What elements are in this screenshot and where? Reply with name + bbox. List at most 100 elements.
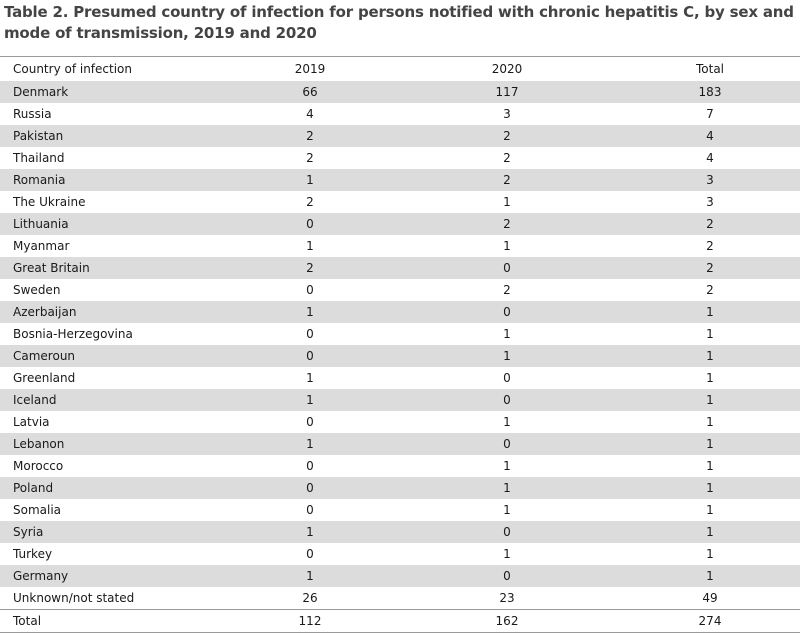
value-2020-cell: 0 (503, 371, 511, 385)
total-cell: 1 (706, 371, 714, 385)
value-2020-cell: 0 (503, 393, 511, 407)
country-cell: Myanmar (13, 239, 70, 253)
value-2020-cell: 1 (503, 503, 511, 517)
country-cell: Greenland (13, 371, 76, 385)
hepatitis-c-table: Country of infection 2019 2020 Total Den… (0, 56, 800, 633)
column-header-2020: 2020 (491, 62, 523, 76)
value-2019-cell: 0 (306, 481, 314, 495)
column-header-country: Country of infection (13, 62, 132, 76)
value-2019-cell: 2 (306, 129, 314, 143)
column-header-total: Total (695, 62, 725, 76)
value-2020-cell: 0 (503, 305, 511, 319)
table-row: Syria 1 0 1 (0, 521, 800, 543)
total-row: Total 112 162 274 (0, 609, 800, 633)
value-2020-cell: 2 (503, 283, 511, 297)
country-cell: Sweden (13, 283, 61, 297)
value-2019-cell: 1 (306, 393, 314, 407)
value-2020-cell: 2 (503, 173, 511, 187)
country-cell: Lithuania (13, 217, 69, 231)
value-2019-cell: 0 (306, 217, 314, 231)
value-2019-cell: 1 (306, 173, 314, 187)
total-cell: 1 (706, 349, 714, 363)
country-cell: Denmark (13, 85, 69, 99)
total-cell: 1 (706, 305, 714, 319)
value-2020-cell: 3 (503, 107, 511, 121)
table-row: Iceland 1 0 1 (0, 389, 800, 411)
value-2019-cell: 0 (306, 415, 314, 429)
total-cell: 1 (706, 437, 714, 451)
value-2020-cell: 117 (495, 85, 519, 99)
country-cell: Poland (13, 481, 54, 495)
value-2020-cell: 1 (503, 349, 511, 363)
value-2019-cell: 4 (306, 107, 314, 121)
table-row: Poland 0 1 1 (0, 477, 800, 499)
table-row: The Ukraine 2 1 3 (0, 191, 800, 213)
total-cell: 7 (706, 107, 714, 121)
country-cell: Thailand (13, 151, 65, 165)
country-cell: Unknown/not stated (13, 591, 135, 605)
total-cell: 4 (706, 151, 714, 165)
table-footer: Total 112 162 274 (0, 609, 800, 633)
table-row: Germany 1 0 1 (0, 565, 800, 587)
value-2020-cell: 1 (503, 415, 511, 429)
total-row-label: Total (13, 614, 42, 628)
table-row: Morocco 0 1 1 (0, 455, 800, 477)
table-row: Great Britain 2 0 2 (0, 257, 800, 279)
total-cell: 3 (706, 195, 714, 209)
value-2020-cell: 0 (503, 437, 511, 451)
country-cell: The Ukraine (13, 195, 86, 209)
table-title: Table 2. Presumed country of infection f… (4, 3, 794, 42)
country-cell: Romania (13, 173, 66, 187)
country-cell: Somalia (13, 503, 62, 517)
table-row: Lithuania 0 2 2 (0, 213, 800, 235)
column-header-2019: 2019 (294, 62, 326, 76)
table-row: Russia 4 3 7 (0, 103, 800, 125)
table-row: Pakistan 2 2 4 (0, 125, 800, 147)
country-cell: Cameroun (13, 349, 76, 363)
total-cell: 1 (706, 547, 714, 561)
total-cell: 1 (706, 459, 714, 473)
value-2019-cell: 0 (306, 283, 314, 297)
value-2020-cell: 0 (503, 569, 511, 583)
value-2019-cell: 0 (306, 327, 314, 341)
value-2020-cell: 0 (503, 261, 511, 275)
total-cell: 2 (706, 217, 714, 231)
total-cell: 3 (706, 173, 714, 187)
total-cell: 1 (706, 503, 714, 517)
value-2020-cell: 1 (503, 481, 511, 495)
total-cell: 2 (706, 283, 714, 297)
value-2020-cell: 1 (503, 327, 511, 341)
value-2020-cell: 1 (503, 547, 511, 561)
table-row: Greenland 1 0 1 (0, 367, 800, 389)
total-cell: 1 (706, 393, 714, 407)
total-cell: 1 (706, 481, 714, 495)
value-2019-cell: 66 (302, 85, 318, 99)
value-2019-cell: 0 (306, 459, 314, 473)
country-cell: Morocco (13, 459, 64, 473)
total-2020-cell: 162 (495, 614, 519, 628)
country-cell: Iceland (13, 393, 57, 407)
table-row: Thailand 2 2 4 (0, 147, 800, 169)
value-2020-cell: 1 (503, 459, 511, 473)
value-2019-cell: 0 (306, 503, 314, 517)
header-row: Country of infection 2019 2020 Total (0, 56, 800, 82)
value-2020-cell: 0 (503, 525, 511, 539)
country-cell: Turkey (13, 547, 53, 561)
table-row: Myanmar 1 1 2 (0, 235, 800, 257)
value-2019-cell: 0 (306, 349, 314, 363)
table-row: Somalia 0 1 1 (0, 499, 800, 521)
total-2019-cell: 112 (298, 614, 322, 628)
value-2019-cell: 1 (306, 371, 314, 385)
grand-total-cell: 274 (698, 614, 722, 628)
table-row: Romania 1 2 3 (0, 169, 800, 191)
total-cell: 1 (706, 569, 714, 583)
table-body: Denmark 66 117 183 Russia 4 3 7 Pakistan 2 2 4 Thail… (0, 81, 800, 610)
value-2019-cell: 1 (306, 525, 314, 539)
country-cell: Azerbaijan (13, 305, 77, 319)
value-2019-cell: 1 (306, 569, 314, 583)
value-2019-cell: 2 (306, 261, 314, 275)
table-row: Turkey 0 1 1 (0, 543, 800, 565)
value-2019-cell: 1 (306, 239, 314, 253)
country-cell: Syria (13, 525, 44, 539)
total-cell: 1 (706, 525, 714, 539)
